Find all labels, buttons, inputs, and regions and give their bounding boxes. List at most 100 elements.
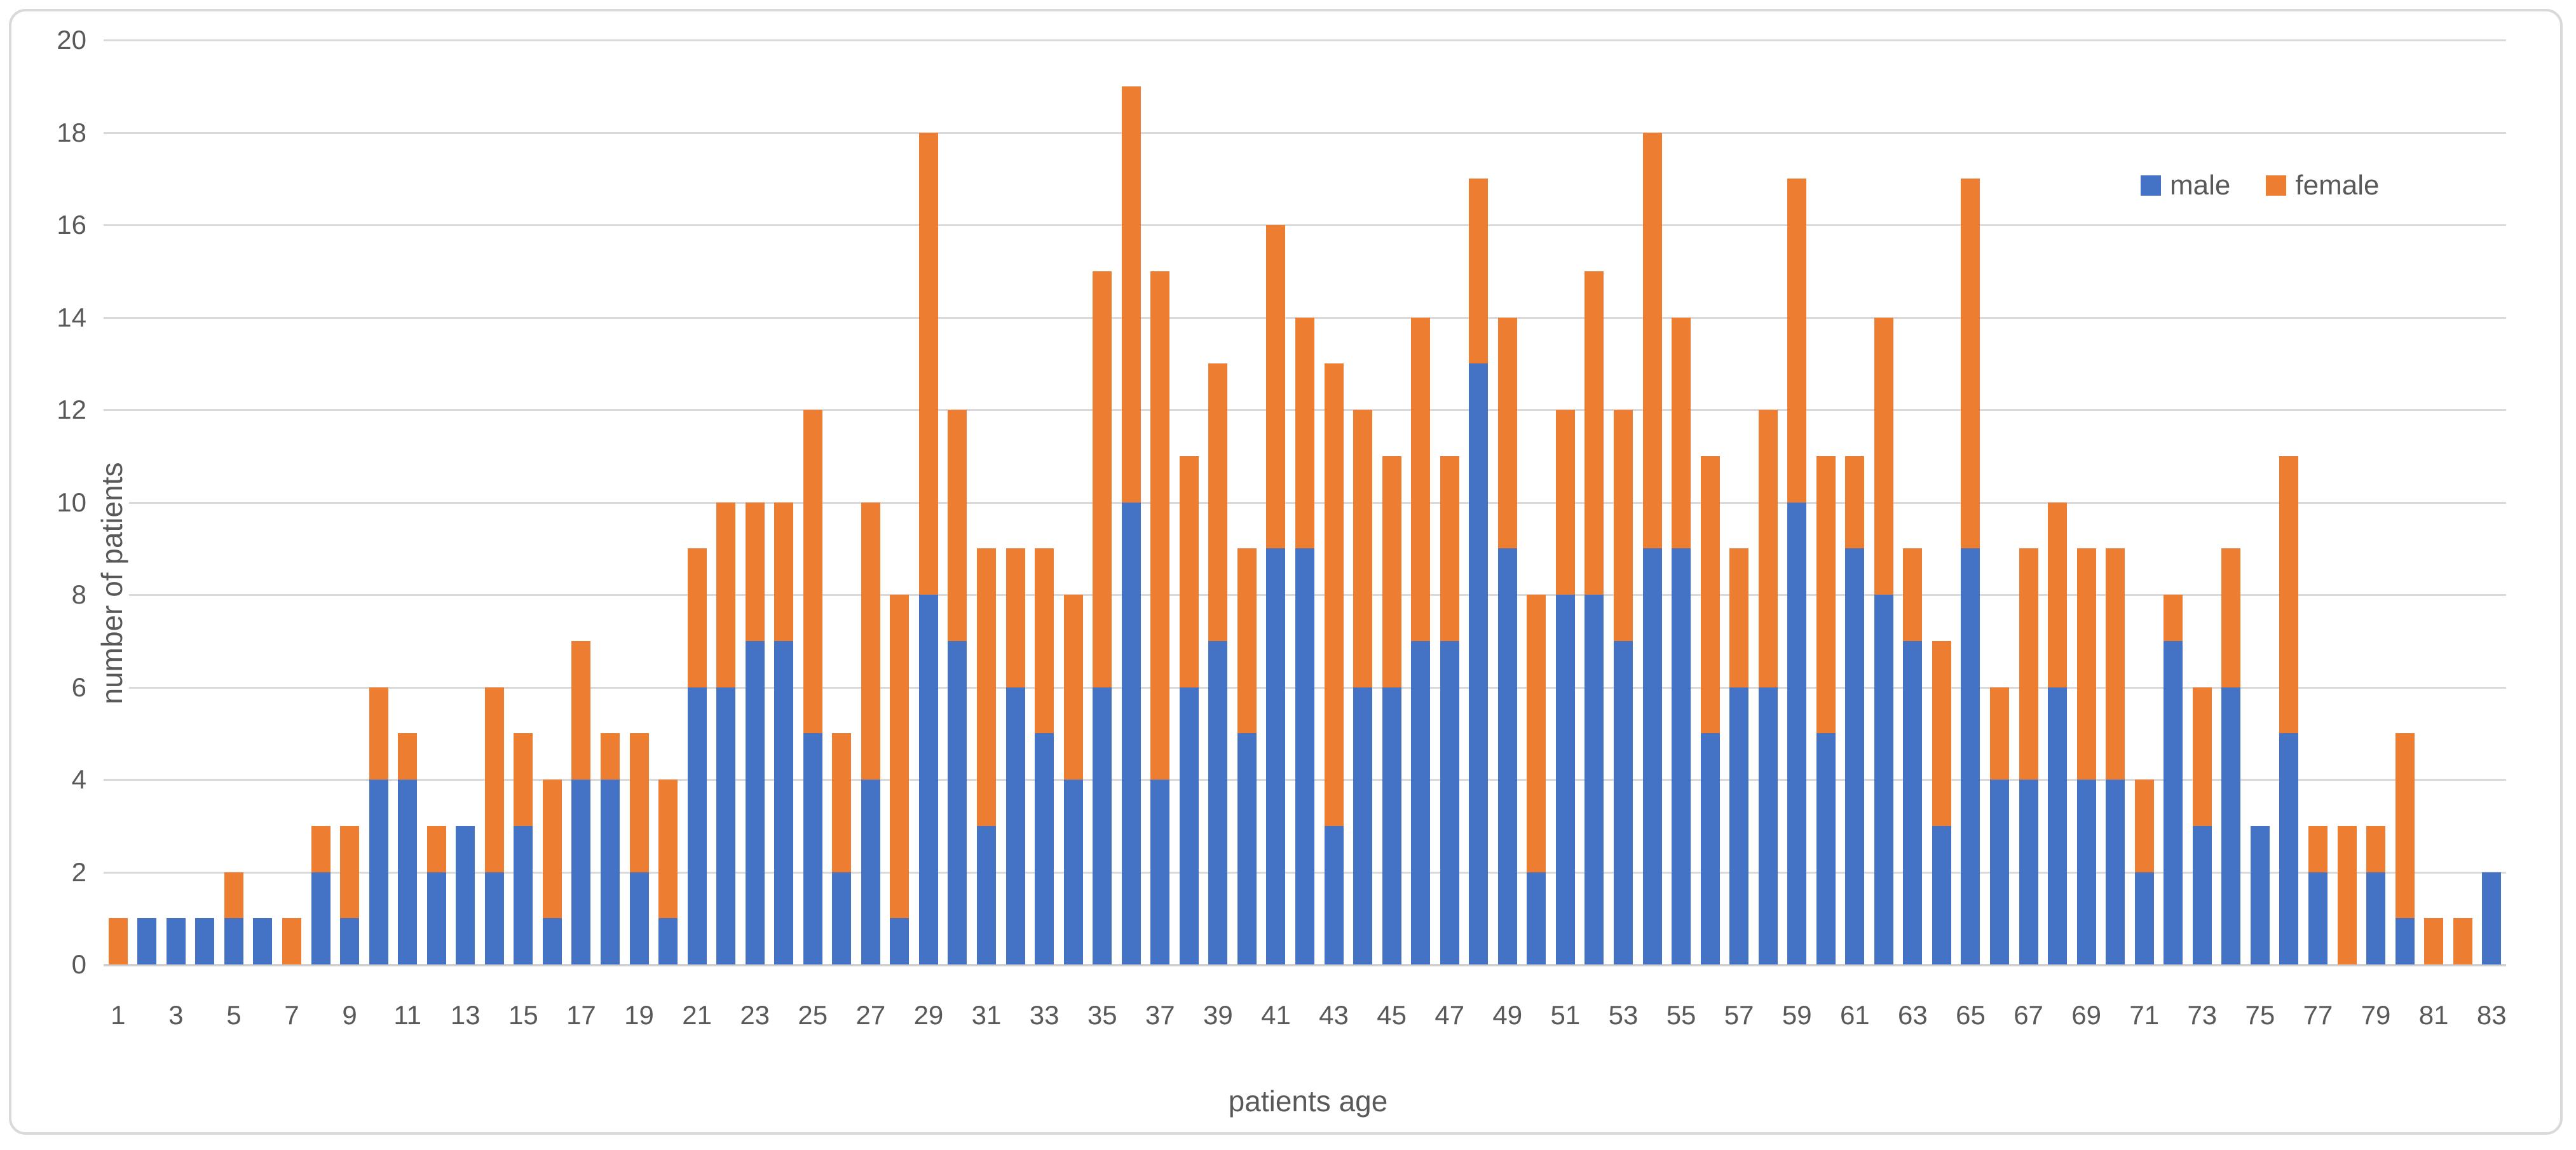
bar-age-62-male bbox=[1874, 595, 1893, 964]
x-tick-label-55: 55 bbox=[1666, 1000, 1696, 1030]
bar-age-64-male bbox=[1932, 825, 1951, 964]
bar-age-9-male bbox=[340, 918, 360, 964]
bar-age-48-female bbox=[1469, 179, 1489, 364]
x-tick-label-43: 43 bbox=[1319, 1000, 1349, 1030]
bar-age-63-female bbox=[1903, 548, 1923, 641]
bar-age-46-female bbox=[1411, 317, 1431, 641]
bar-age-36-male bbox=[1121, 502, 1141, 964]
y-tick-label-2: 2 bbox=[71, 856, 86, 887]
bar-age-73-female bbox=[2192, 687, 2212, 826]
bar-age-31-male bbox=[977, 825, 997, 964]
bar-age-74-male bbox=[2221, 687, 2241, 964]
legend-item-female: female bbox=[2266, 172, 2379, 200]
bar-age-41-male bbox=[1266, 548, 1286, 964]
bar-age-72-female bbox=[2164, 595, 2183, 641]
bar-age-9-female bbox=[340, 825, 360, 919]
x-tick-label-31: 31 bbox=[971, 1000, 1002, 1030]
bar-age-74-female bbox=[2221, 548, 2241, 687]
bar-age-6-male bbox=[253, 918, 273, 964]
x-tick-label-81: 81 bbox=[2418, 1000, 2449, 1030]
bar-age-80-male bbox=[2395, 918, 2415, 964]
bar-age-64-female bbox=[1932, 640, 1951, 826]
bar-age-28-female bbox=[890, 595, 910, 919]
x-tick-label-11: 11 bbox=[393, 1000, 421, 1030]
bar-age-54-male bbox=[1642, 548, 1662, 964]
bar-age-76-female bbox=[2279, 456, 2299, 734]
bar-age-53-male bbox=[1613, 640, 1633, 964]
gridline-y-18 bbox=[104, 132, 2506, 134]
bar-age-83-male bbox=[2482, 872, 2502, 964]
bar-age-70-female bbox=[2106, 548, 2125, 780]
gridline-y-0 bbox=[104, 964, 2506, 966]
bar-age-56-male bbox=[1700, 733, 1720, 964]
female-series-swatch-icon bbox=[2266, 175, 2287, 196]
bar-age-21-male bbox=[687, 687, 707, 964]
x-tick-label-59: 59 bbox=[1782, 1000, 1812, 1030]
bar-age-53-female bbox=[1613, 410, 1633, 641]
bar-age-55-male bbox=[1672, 548, 1691, 964]
bar-age-20-female bbox=[658, 780, 678, 919]
bar-age-1-female bbox=[108, 918, 128, 964]
bar-age-16-female bbox=[542, 780, 562, 919]
bar-age-17-female bbox=[571, 640, 591, 780]
x-tick-label-19: 19 bbox=[624, 1000, 654, 1030]
bar-age-7-female bbox=[282, 918, 302, 964]
bar-age-23-female bbox=[745, 502, 765, 641]
x-tick-label-21: 21 bbox=[682, 1000, 712, 1030]
male-series-swatch-icon bbox=[2141, 175, 2161, 196]
bar-age-29-female bbox=[918, 132, 938, 595]
x-tick-label-73: 73 bbox=[2187, 1000, 2218, 1030]
x-tick-label-47: 47 bbox=[1435, 1000, 1465, 1030]
x-axis-title: patients age bbox=[1228, 1085, 1388, 1118]
bar-age-2-male bbox=[137, 918, 157, 964]
bar-age-22-female bbox=[716, 502, 736, 687]
bar-age-43-male bbox=[1324, 825, 1344, 964]
x-tick-label-71: 71 bbox=[2129, 1000, 2160, 1030]
y-tick-label-20: 20 bbox=[57, 25, 86, 55]
gridline-y-16 bbox=[104, 224, 2506, 226]
bar-age-15-female bbox=[514, 733, 533, 826]
bar-age-32-male bbox=[1005, 687, 1025, 964]
y-tick-label-12: 12 bbox=[57, 395, 86, 424]
x-tick-label-7: 7 bbox=[284, 1000, 299, 1030]
bar-age-11-male bbox=[398, 780, 418, 964]
x-tick-label-51: 51 bbox=[1550, 1000, 1581, 1030]
x-tick-label-79: 79 bbox=[2361, 1000, 2391, 1030]
bar-age-14-female bbox=[484, 687, 504, 872]
bar-age-8-female bbox=[311, 825, 331, 872]
bar-age-65-female bbox=[1961, 179, 1980, 549]
bar-age-47-female bbox=[1440, 456, 1459, 641]
x-tick-label-25: 25 bbox=[798, 1000, 828, 1030]
bar-age-26-male bbox=[832, 872, 852, 964]
bar-age-4-male bbox=[195, 918, 215, 964]
bar-age-3-male bbox=[166, 918, 186, 964]
bar-age-40-male bbox=[1237, 733, 1257, 964]
bar-age-42-female bbox=[1295, 317, 1314, 549]
bar-age-52-male bbox=[1584, 595, 1604, 964]
legend-label-male: male bbox=[2170, 170, 2231, 201]
bar-age-46-male bbox=[1411, 640, 1431, 964]
bar-age-68-male bbox=[2048, 687, 2068, 964]
bar-age-37-male bbox=[1150, 780, 1170, 964]
bar-age-51-male bbox=[1555, 595, 1575, 964]
bar-age-26-female bbox=[832, 733, 852, 872]
x-tick-label-83: 83 bbox=[2476, 1000, 2507, 1030]
y-tick-label-8: 8 bbox=[71, 579, 86, 609]
bar-age-62-female bbox=[1874, 317, 1893, 595]
bar-age-44-female bbox=[1353, 410, 1373, 687]
bar-age-47-male bbox=[1440, 640, 1459, 964]
bar-age-34-female bbox=[1063, 595, 1083, 780]
bar-age-59-male bbox=[1787, 502, 1807, 964]
bar-age-5-male bbox=[224, 918, 243, 964]
bar-age-61-male bbox=[1845, 548, 1865, 964]
bar-age-35-female bbox=[1093, 271, 1112, 687]
x-tick-label-5: 5 bbox=[226, 1000, 242, 1030]
x-tick-label-57: 57 bbox=[1724, 1000, 1754, 1030]
bar-age-13-male bbox=[456, 825, 475, 964]
bar-age-80-female bbox=[2395, 733, 2415, 919]
x-tick-label-65: 65 bbox=[1956, 1000, 1986, 1030]
bar-age-24-male bbox=[774, 640, 794, 964]
bar-age-76-male bbox=[2279, 733, 2299, 964]
bar-age-5-female bbox=[224, 872, 243, 919]
x-tick-label-35: 35 bbox=[1087, 1000, 1117, 1030]
